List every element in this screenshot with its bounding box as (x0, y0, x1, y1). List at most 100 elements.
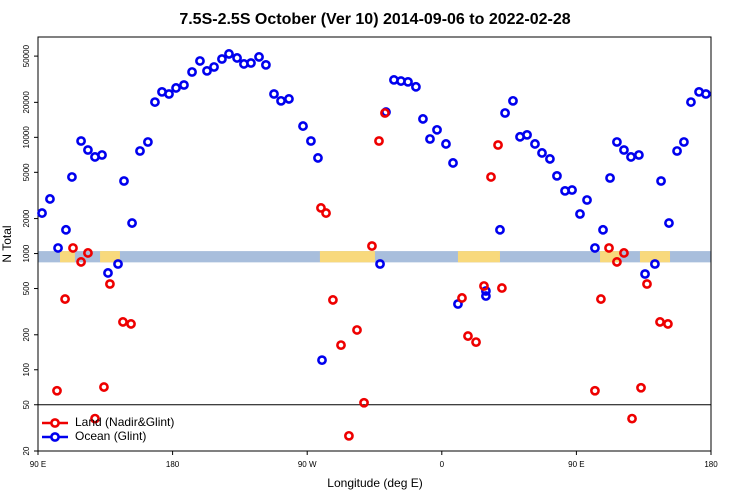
data-point (67, 172, 77, 182)
data-point (537, 148, 547, 158)
y-axis-title: N Total (0, 225, 14, 262)
y-tick-label: 20 (22, 446, 31, 455)
data-point (552, 170, 562, 181)
x-axis-title: Longitude (deg E) (327, 476, 422, 490)
land-band (639, 251, 671, 263)
data-point (52, 385, 62, 396)
data-point (411, 81, 421, 92)
data-point (479, 281, 489, 291)
data-point (640, 269, 650, 279)
data-point (582, 195, 592, 205)
x-tick-label: 90 E (30, 460, 46, 469)
data-point (83, 248, 93, 258)
data-point (530, 139, 540, 149)
data-point (232, 53, 242, 63)
data-point (269, 89, 279, 99)
data-point (359, 397, 369, 408)
y-tick-label: 5000 (22, 163, 31, 181)
data-point (171, 83, 181, 93)
data-point (463, 331, 473, 341)
data-point (686, 97, 696, 107)
data-point (619, 145, 629, 155)
data-point (598, 224, 608, 235)
data-point (650, 259, 660, 269)
data-point (448, 158, 458, 168)
data-point (321, 208, 331, 218)
data-point (254, 52, 264, 62)
data-point (224, 49, 234, 59)
data-point (656, 176, 666, 186)
data-point (486, 172, 496, 182)
data-point (701, 89, 711, 99)
data-point (76, 257, 86, 267)
data-point (425, 134, 435, 144)
data-point (37, 208, 47, 218)
data-point (672, 146, 682, 156)
data-point (99, 382, 109, 392)
data-point (441, 139, 451, 149)
data-point (118, 317, 128, 327)
data-point (575, 209, 585, 219)
y-tick-label: 50000 (22, 44, 31, 67)
legend-label: Ocean (Glint) (75, 429, 146, 443)
data-point (619, 248, 629, 258)
data-point (590, 385, 600, 396)
legend-label: Land (Nadir&Glint) (75, 415, 174, 429)
y-tick-label: 100 (22, 363, 31, 377)
data-point (500, 108, 510, 118)
data-point (127, 218, 137, 228)
data-point (209, 62, 219, 72)
data-point (202, 65, 212, 76)
data-point (179, 80, 189, 90)
data-point (508, 95, 518, 106)
data-point (605, 173, 615, 183)
data-point (375, 259, 385, 269)
x-tick-label: 90 E (568, 460, 584, 469)
data-point (344, 430, 354, 441)
data-point (126, 319, 136, 329)
x-tick-label: 90 W (298, 460, 317, 469)
legend-marker (50, 432, 60, 442)
data-point (642, 279, 652, 289)
data-point (246, 58, 256, 68)
land-band (600, 251, 620, 263)
y-tick-label: 1000 (22, 244, 31, 262)
data-point (495, 224, 505, 235)
data-point (150, 97, 160, 107)
land-band (59, 251, 75, 263)
data-point (493, 140, 503, 150)
data-point (457, 293, 467, 303)
chart-title: 7.5S-2.5S October (Ver 10) 2014-09-06 to… (179, 11, 570, 28)
data-point (61, 224, 71, 235)
data-point (634, 150, 644, 160)
data-point (316, 203, 326, 213)
data-point (481, 291, 491, 301)
data-point (612, 257, 622, 267)
data-point (418, 114, 428, 124)
land-band (457, 251, 500, 263)
data-point (284, 94, 294, 104)
data-point (352, 325, 362, 335)
data-point (298, 121, 308, 131)
land-band (319, 251, 375, 263)
data-point (195, 56, 205, 66)
y-tick-label: 50 (22, 400, 31, 409)
y-tick-label: 2000 (22, 209, 31, 227)
data-point (612, 137, 622, 147)
land-band (100, 251, 120, 263)
y-tick-label: 10000 (22, 126, 31, 149)
data-point (471, 337, 481, 348)
data-point (306, 136, 316, 146)
data-point (97, 150, 107, 160)
legend-marker (50, 418, 60, 428)
data-point (374, 136, 384, 146)
data-point (113, 259, 123, 269)
data-point (522, 129, 532, 140)
data-point (636, 382, 646, 393)
data-point (45, 194, 55, 204)
data-point (143, 137, 153, 147)
data-point (187, 67, 197, 77)
data-point (317, 355, 327, 366)
data-point (567, 185, 577, 195)
